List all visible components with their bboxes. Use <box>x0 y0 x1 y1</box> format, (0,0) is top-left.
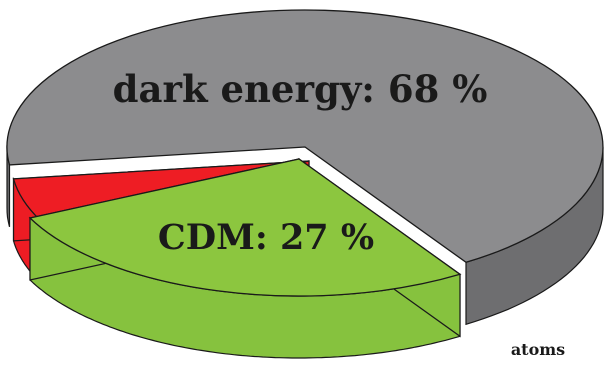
pie-labels-layer: dark energy: 68 % CDM: 27 % atoms <box>113 67 566 359</box>
pie-slices-layer <box>6 9 604 359</box>
slice-label-atoms: atoms <box>511 340 565 359</box>
slice-label-cdm: CDM: 27 % <box>158 217 374 258</box>
slice-label-dark-energy: dark energy: 68 % <box>113 67 488 111</box>
slice-top-dark-energy <box>6 9 604 264</box>
slice-top-cdm <box>28 158 462 297</box>
